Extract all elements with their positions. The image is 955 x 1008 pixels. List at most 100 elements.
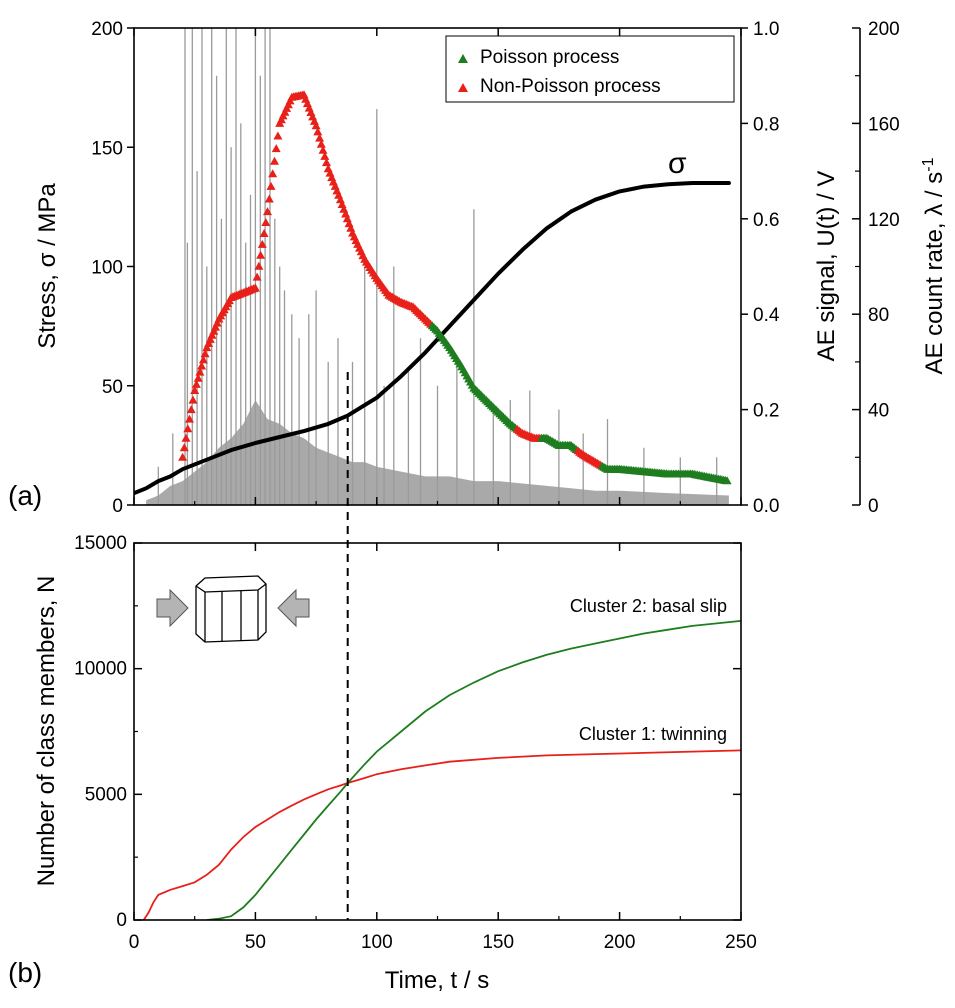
count-rate-marker-non-poisson: [266, 181, 276, 190]
count-rate-marker-non-poisson: [252, 272, 262, 281]
legend: Poisson process Non-Poisson process: [445, 35, 735, 103]
count-rate-marker-non-poisson: [178, 452, 188, 461]
panel-b: 0 50 100 150 200 250 0 5000 10000 15000 Time, t /…: [8, 533, 757, 994]
label-cluster-1: Cluster 1: twinning: [579, 724, 727, 744]
legend-box: [445, 35, 735, 103]
count-rate-marker-non-poisson: [191, 379, 201, 388]
ylabel-ae-count-rate-superscript: -1: [920, 157, 937, 171]
count-rate-marker-non-poisson: [198, 355, 208, 364]
count-rate-marker-non-poisson: [193, 373, 203, 382]
y-tick-label-stress: 150: [91, 138, 123, 159]
y-tick-label-ae-signal: 0.6: [753, 210, 779, 231]
cluster-2-curve: [206, 620, 741, 920]
y-tick-label-ae-signal: 0.2: [753, 401, 779, 422]
count-rate-marker-non-poisson: [197, 361, 207, 370]
y-tick-label-ae-signal: 1.0: [753, 19, 779, 40]
x-tick-label-time: 200: [604, 932, 636, 953]
y-tick-label-class-members: 5000: [85, 784, 127, 805]
y-tick-label-stress: 100: [91, 258, 123, 279]
count-rate-marker-non-poisson: [204, 339, 214, 347]
count-rate-marker-non-poisson: [179, 443, 189, 452]
count-rate-marker-non-poisson: [212, 318, 222, 327]
x-tick-label-time: 0: [129, 932, 140, 953]
legend-label-poisson: Poisson process: [480, 47, 619, 68]
count-rate-marker-non-poisson: [185, 414, 194, 423]
arrow-right-icon: [156, 588, 189, 628]
count-rate-marker-non-poisson: [181, 433, 191, 442]
sigma-annotation: σ: [668, 147, 687, 180]
xlabel-time: Time, t / s: [385, 967, 489, 994]
count-rate-marker-non-poisson: [311, 121, 321, 130]
x-tick-label-time: 150: [482, 932, 514, 953]
stress-series: [134, 181, 731, 496]
count-rate-marker-non-poisson: [313, 127, 323, 136]
legend-label-non-poisson: Non-Poisson process: [480, 76, 661, 97]
y-tick-label-stress: 200: [91, 19, 123, 40]
y-tick-label-class-members: 10000: [74, 659, 127, 680]
y-tick-label-count-rate: 80: [868, 305, 889, 326]
count-rate-marker-non-poisson: [209, 326, 219, 335]
x-tick-label-time: 50: [245, 932, 266, 953]
ylabel-ae-count-rate: AE count rate, λ / s-1: [920, 157, 948, 374]
count-rate-marker-non-poisson: [263, 207, 272, 216]
ae-count-rate-series: [178, 90, 732, 485]
y-tick-label-count-rate: 40: [868, 401, 889, 422]
count-rate-marker-non-poisson: [200, 349, 210, 358]
count-rate-marker-non-poisson: [186, 405, 196, 414]
count-rate-marker-non-poisson: [190, 386, 200, 394]
count-rate-marker-non-poisson: [320, 151, 330, 160]
count-rate-marker-non-poisson: [256, 250, 266, 259]
count-rate-marker-non-poisson: [268, 169, 278, 178]
count-rate-marker-non-poisson: [316, 139, 326, 148]
cluster-series: [142, 620, 741, 920]
panel-b-axes: 0 50 100 150 200 250 0 5000 10000 15000: [74, 533, 757, 953]
count-rate-marker-non-poisson: [195, 367, 205, 376]
y-tick-label-count-rate: 200: [868, 19, 900, 40]
count-rate-marker-non-poisson: [183, 424, 193, 433]
y-tick-label-class-members: 0: [116, 910, 127, 931]
count-rate-marker-non-poisson: [315, 133, 325, 142]
count-rate-marker-non-poisson: [250, 283, 260, 292]
count-rate-marker-non-poisson: [254, 261, 264, 270]
y-tick-label-ae-signal: 0.0: [753, 496, 779, 517]
panel-a: 0 50 100 150 200 0.0 0.2 0.4 0.6 0.8 1.0 0 40 80 120 16…: [8, 19, 948, 517]
ylabel-ae-count-rate-text: AE count rate, λ / s: [921, 172, 948, 375]
count-rate-marker-non-poisson: [188, 395, 198, 404]
y-tick-label-stress: 0: [112, 496, 123, 517]
count-rate-marker-non-poisson: [271, 144, 281, 153]
panel-label-b: (b): [8, 957, 42, 988]
count-rate-marker-non-poisson: [257, 239, 267, 248]
label-cluster-2: Cluster 2: basal slip: [570, 596, 727, 616]
x-tick-label-time: 100: [361, 932, 393, 953]
legend-marker-non-poisson: [458, 83, 468, 92]
y-tick-label-stress: 50: [102, 377, 123, 398]
y-tick-label-ae-signal: 0.8: [753, 114, 779, 135]
count-rate-marker-poisson: [722, 476, 732, 485]
count-rate-marker-non-poisson: [322, 158, 331, 167]
ylabel-ae-signal: AE signal, U(t) / V: [813, 171, 840, 362]
cluster-1-curve: [142, 749, 741, 920]
y-tick-label-count-rate: 120: [868, 210, 900, 231]
y-tick-label-class-members: 15000: [74, 533, 127, 554]
compression-sample-icon: [156, 575, 310, 643]
y-tick-label-ae-signal: 0.4: [753, 305, 780, 326]
y-tick-label-count-rate: 160: [868, 114, 900, 135]
y-tick-label-count-rate: 0: [868, 496, 879, 517]
panel-a-axes: 0 50 100 150 200 0.0 0.2 0.4 0.6 0.8 1.0 0 40 80 120 16…: [91, 19, 899, 517]
ylabel-stress: Stress, σ / MPa: [34, 183, 61, 349]
ylabel-class-members: Number of class members, N: [33, 576, 60, 887]
stress-curve: [134, 181, 731, 496]
ae-signal-bars: [146, 28, 729, 505]
count-rate-marker-non-poisson: [205, 334, 215, 343]
count-rate-marker-non-poisson: [261, 218, 271, 226]
arrow-left-icon: [277, 588, 310, 628]
count-rate-marker-non-poisson: [259, 229, 269, 237]
count-rate-marker-non-poisson: [202, 343, 212, 352]
x-tick-label-time: 250: [725, 932, 757, 953]
hexagonal-prism-icon: [195, 575, 267, 643]
count-rate-marker-non-poisson: [264, 194, 274, 203]
count-rate-marker-non-poisson: [270, 156, 279, 165]
legend-marker-poisson: [458, 54, 468, 63]
count-rate-marker-non-poisson: [273, 131, 283, 140]
